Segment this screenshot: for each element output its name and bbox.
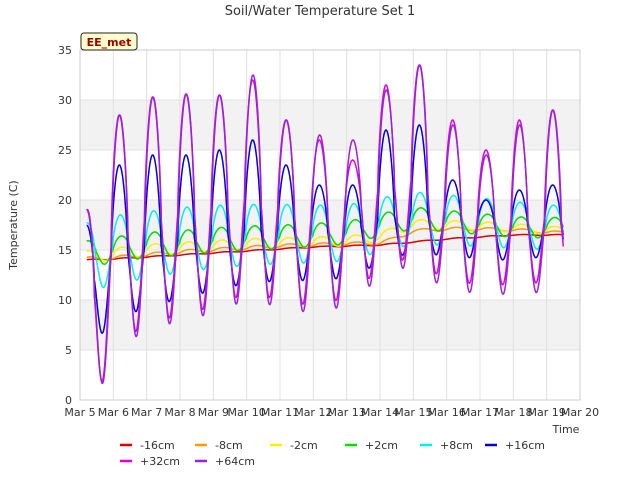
band [80, 300, 580, 350]
y-axis-label: Temperature (C) [7, 180, 20, 270]
legend: -16cm -8cm -2cm +2cm +8cm +16cm +32cm +64cm [120, 439, 545, 468]
plot-frame [79, 49, 581, 401]
legend-label: -16cm [140, 439, 175, 452]
band [80, 100, 580, 150]
y-tick-label: 30 [58, 94, 72, 107]
y-tick-label: 0 [65, 394, 72, 407]
y-tick-label: 25 [58, 144, 72, 157]
x-tick-label: Mar 8 [164, 406, 195, 419]
x-tick-label: Mar 9 [198, 406, 229, 419]
site-badge-box [80, 32, 138, 51]
x-axis-label: Time [552, 423, 580, 436]
y-tick-label: 15 [58, 244, 72, 257]
x-tick-label: Mar 6 [98, 406, 129, 419]
legend-label: -2cm [290, 439, 318, 452]
site-badge: EE_met [80, 32, 138, 51]
series-lines [86, 64, 565, 385]
x-tick-label: Mar 18 [494, 406, 532, 419]
site-badge-label: EE_met [87, 36, 132, 49]
series-line-+2cm [86, 207, 564, 265]
x-tick-label: Mar 20 [561, 406, 599, 419]
x-tick-label: Mar 11 [261, 406, 299, 419]
x-tick-label: Mar 5 [64, 406, 95, 419]
y-tick-label: 20 [58, 194, 72, 207]
y-tick-label: 35 [58, 44, 72, 57]
x-tick-label: Mar 17 [461, 406, 499, 419]
series-line-+64cm [86, 64, 565, 385]
plot-background-bands [80, 100, 580, 350]
x-tick-label: Mar 7 [131, 406, 162, 419]
x-tick-label: Mar 16 [428, 406, 466, 419]
legend-label: +64cm [215, 455, 255, 468]
y-tick-label: 10 [58, 294, 72, 307]
legend-label: +2cm [365, 439, 398, 452]
series-line--16cm [86, 233, 564, 261]
x-tick-label: Mar 14 [361, 406, 399, 419]
x-tick-label: Mar 15 [394, 406, 432, 419]
legend-label: -8cm [215, 439, 243, 452]
series-line--8cm [86, 226, 564, 261]
x-tick-label: Mar 19 [528, 406, 566, 419]
legend-label: +32cm [140, 455, 180, 468]
x-tick-label: Mar 10 [228, 406, 266, 419]
y-tick-label: 5 [65, 344, 72, 357]
chart-title: Soil/Water Temperature Set 1 [225, 4, 416, 19]
legend-label: +8cm [440, 439, 473, 452]
legend-label: +16cm [505, 439, 545, 452]
x-tick-label: Mar 13 [328, 406, 366, 419]
y-axis-ticks: 0 5 10 15 20 25 30 35 [58, 44, 72, 407]
x-tick-label: Mar 12 [294, 406, 332, 419]
